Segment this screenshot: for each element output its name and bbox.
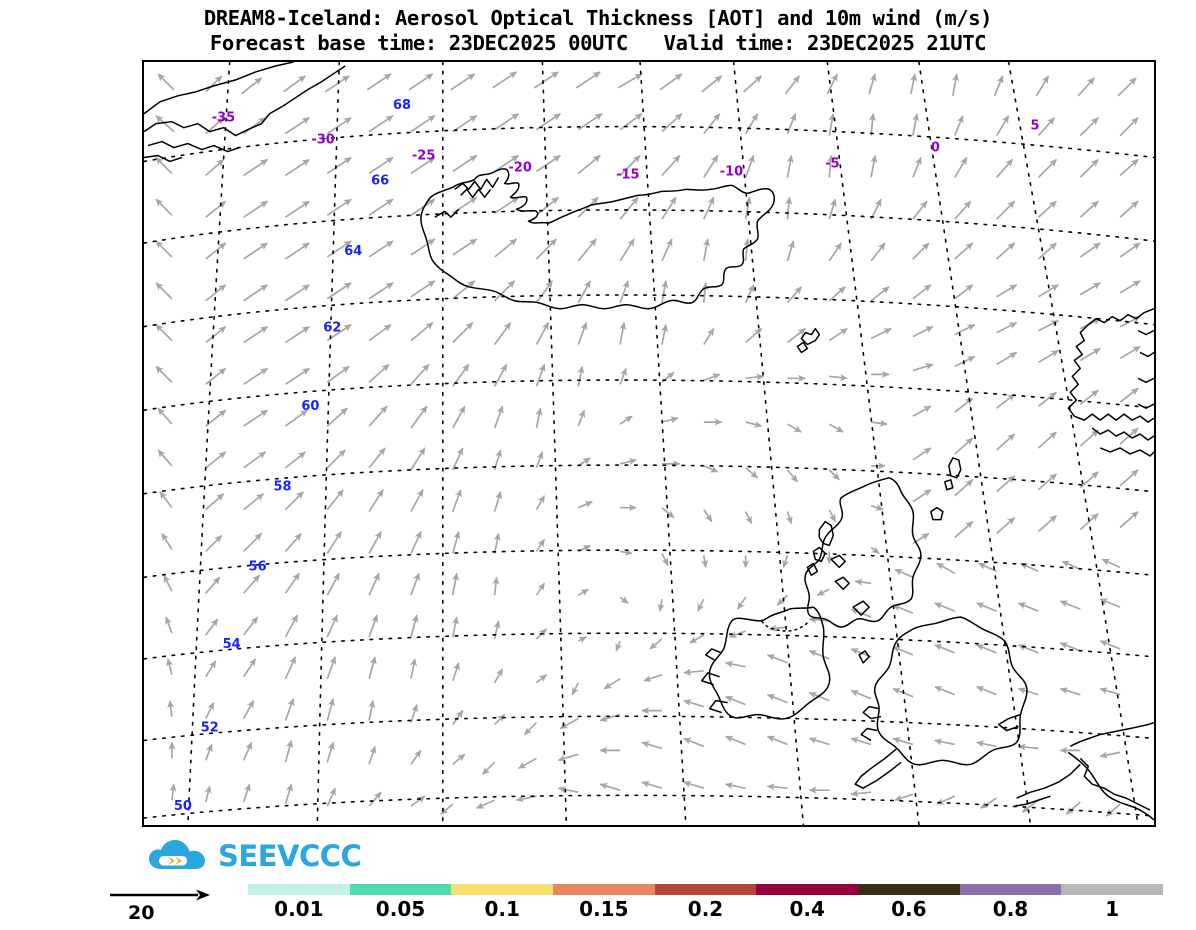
cloud-icon: [149, 840, 205, 869]
colorbar-segment: [349, 884, 452, 895]
lon-label-0: 0: [931, 141, 940, 156]
colorbar-tick-label: 0.05: [375, 897, 426, 921]
lat-label-56: 56: [249, 559, 267, 574]
lat-label-60: 60: [301, 399, 319, 414]
colorbar-segment: [248, 884, 350, 895]
colorbar-segment: [451, 884, 554, 895]
lat-label-62: 62: [323, 321, 341, 336]
wind-scale-arrow-icon: [110, 889, 210, 901]
chart-title-block: DREAM8-Iceland: Aerosol Optical Thicknes…: [0, 6, 1196, 56]
wind-scale-value: 20: [128, 902, 155, 924]
lat-label-52: 52: [201, 720, 219, 735]
wind-vector-field: [155, 71, 1141, 817]
colorbar-tick-label: 0.4: [789, 897, 825, 921]
lat-label-50: 50: [174, 799, 192, 814]
seevccc-logo: SEEVCCC: [148, 836, 362, 876]
aot-colorbar: [248, 884, 1164, 895]
colorbar-tick-label: 0.2: [687, 897, 724, 921]
colorbar-segment: [959, 884, 1062, 895]
lon-label-5: 5: [1030, 119, 1039, 134]
lon-label-m20: -20: [509, 160, 532, 175]
lon-label-m25: -25: [412, 148, 435, 163]
map-plot-area: 68 66 64 62 60 58 56 54 52 50 -35 -30 -2…: [142, 60, 1156, 827]
colorbar-segment: [756, 884, 859, 895]
colorbar-segment: [858, 884, 960, 895]
lon-label-m5: -5: [825, 156, 839, 171]
lat-label-54: 54: [223, 637, 241, 652]
lon-label-m30: -30: [311, 133, 334, 148]
colorbar-segment: [1061, 884, 1164, 895]
colorbar-tick-label: 1: [1105, 897, 1120, 921]
lon-label-m15: -15: [616, 167, 639, 182]
lon-label-m35: -35: [212, 111, 235, 126]
colorbar-segment: [654, 884, 757, 895]
colorbar-tick-label: 0.15: [579, 897, 629, 921]
lat-label-64: 64: [344, 244, 362, 259]
lat-label-66: 66: [371, 173, 389, 188]
map-canvas: 68 66 64 62 60 58 56 54 52 50 -35 -30 -2…: [144, 62, 1154, 825]
colorbar-tick-label: 0.01: [274, 897, 324, 921]
lat-label-58: 58: [273, 480, 291, 495]
colorbar-tick-label: 0.8: [992, 897, 1029, 921]
colorbar-tick-label: 0.6: [891, 897, 927, 921]
logo-text: SEEVCCC: [218, 838, 362, 873]
coastlines: [144, 62, 1154, 821]
latitude-labels: 68 66 64 62 60 58 56 54 52 50: [174, 98, 411, 814]
aot-colorbar-labels: 0.01 0.05 0.1 0.15 0.2 0.4 0.6 0.8 1: [248, 897, 1163, 925]
title-line-2: Forecast base time: 23DEC2025 00UTC Vali…: [209, 31, 987, 55]
colorbar-segment: [553, 884, 655, 895]
title-line-1: DREAM8-Iceland: Aerosol Optical Thicknes…: [203, 6, 993, 30]
lon-label-m10: -10: [720, 164, 743, 179]
lat-label-68: 68: [393, 98, 411, 113]
colorbar-tick-label: 0.1: [484, 897, 520, 921]
graticule-grid: [144, 62, 1154, 825]
wind-scale-reference: 20: [108, 888, 212, 926]
longitude-labels: -35 -30 -25 -20 -15 -10 -5 0 5: [212, 111, 1040, 183]
